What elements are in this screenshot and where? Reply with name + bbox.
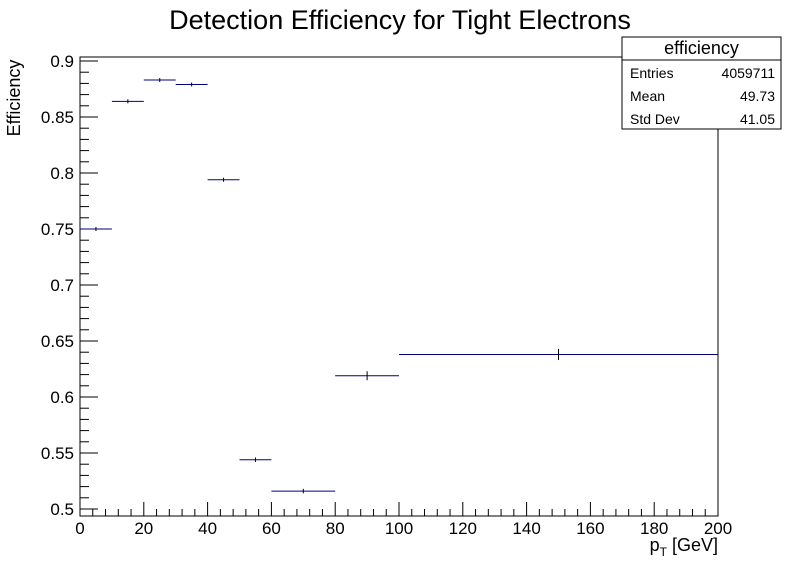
stats-box: efficiency Entries 4059711 Mean 49.73 Std Dev… (621, 36, 782, 130)
x-tick-label: 180 (640, 519, 668, 538)
stats-row-value: 41.05 (740, 111, 775, 127)
y-tick-label: 0.85 (41, 108, 74, 127)
x-tick-label: 100 (385, 519, 413, 538)
x-axis-label-unit: [GeV] (672, 535, 718, 555)
x-axis-label: pT [GeV] (650, 535, 718, 559)
stats-row-label: Std Dev (630, 111, 680, 127)
x-axis-label-main: p (650, 535, 660, 555)
y-tick-label: 0.5 (50, 500, 74, 519)
x-tick-label: 0 (75, 519, 84, 538)
x-tick-label: 60 (262, 519, 281, 538)
x-tick-label: 20 (134, 519, 153, 538)
y-tick-label: 0.7 (50, 276, 74, 295)
x-axis-label-subscript: T (660, 545, 668, 559)
x-tick-label: 40 (198, 519, 217, 538)
x-tick-label: 140 (512, 519, 540, 538)
data-markers (80, 78, 718, 494)
x-tick-label: 120 (449, 519, 477, 538)
x-tick-label: 80 (326, 519, 345, 538)
y-tick-label: 0.75 (41, 220, 74, 239)
y-tick-label: 0.8 (50, 164, 74, 183)
chart-title: Detection Efficiency for Tight Electrons (169, 5, 631, 35)
stats-row-value: 49.73 (740, 88, 775, 104)
stats-row-label: Entries (630, 65, 674, 81)
stats-row-label: Mean (630, 88, 665, 104)
y-tick-label: 0.9 (50, 52, 74, 71)
y-axis-label: Efficiency (4, 60, 24, 137)
stats-box-frame (621, 36, 782, 130)
y-tick-label: 0.55 (41, 444, 74, 463)
axis-ticks: 0 20 40 60 80 100 120 140 160 180 200 0.5 0.55 0.6 0.6… (41, 52, 732, 538)
stats-box-title: efficiency (664, 38, 739, 58)
x-tick-label: 160 (576, 519, 604, 538)
x-tick-label: 200 (704, 519, 732, 538)
y-tick-label: 0.65 (41, 332, 74, 351)
stats-row-value: 4059711 (722, 65, 776, 81)
y-tick-label: 0.6 (50, 388, 74, 407)
